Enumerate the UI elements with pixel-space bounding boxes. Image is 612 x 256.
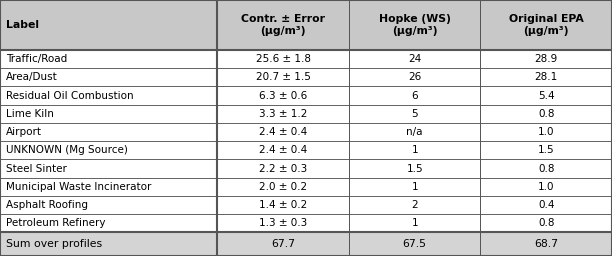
Text: 1.3 ± 0.3: 1.3 ± 0.3 bbox=[259, 218, 307, 228]
Bar bbox=[480, 105, 612, 123]
Bar bbox=[217, 159, 349, 178]
Bar bbox=[480, 159, 612, 178]
Text: 1: 1 bbox=[411, 182, 418, 192]
Text: UNKNOWN (Mg Source): UNKNOWN (Mg Source) bbox=[6, 145, 128, 155]
Text: 25.6 ± 1.8: 25.6 ± 1.8 bbox=[256, 54, 310, 64]
Text: Original EPA
(µg/m³): Original EPA (µg/m³) bbox=[509, 14, 584, 36]
Bar bbox=[0, 196, 217, 214]
Bar bbox=[349, 123, 480, 141]
Text: Traffic/Road: Traffic/Road bbox=[6, 54, 67, 64]
Text: 67.7: 67.7 bbox=[271, 239, 295, 249]
Text: 2.4 ± 0.4: 2.4 ± 0.4 bbox=[259, 145, 307, 155]
Text: 2: 2 bbox=[411, 200, 418, 210]
Text: 1.5: 1.5 bbox=[406, 164, 423, 174]
Text: 6: 6 bbox=[411, 91, 418, 101]
Bar bbox=[349, 159, 480, 178]
Bar bbox=[349, 232, 480, 256]
Text: 1: 1 bbox=[411, 218, 418, 228]
Bar bbox=[217, 141, 349, 159]
Text: 24: 24 bbox=[408, 54, 421, 64]
Bar bbox=[217, 105, 349, 123]
Text: Municipal Waste Incinerator: Municipal Waste Incinerator bbox=[6, 182, 152, 192]
Text: Lime Kiln: Lime Kiln bbox=[6, 109, 54, 119]
Text: Asphalt Roofing: Asphalt Roofing bbox=[6, 200, 88, 210]
Text: 2.4 ± 0.4: 2.4 ± 0.4 bbox=[259, 127, 307, 137]
Bar bbox=[0, 141, 217, 159]
Bar bbox=[480, 141, 612, 159]
Text: 1.4 ± 0.2: 1.4 ± 0.2 bbox=[259, 200, 307, 210]
Bar bbox=[217, 196, 349, 214]
Bar bbox=[0, 105, 217, 123]
Bar bbox=[217, 178, 349, 196]
Text: 26: 26 bbox=[408, 72, 421, 82]
Bar bbox=[217, 87, 349, 105]
Text: Contr. ± Error
(µg/m³): Contr. ± Error (µg/m³) bbox=[241, 14, 325, 36]
Bar bbox=[480, 50, 612, 68]
Text: 1: 1 bbox=[411, 145, 418, 155]
Text: 1.5: 1.5 bbox=[538, 145, 554, 155]
Bar bbox=[480, 196, 612, 214]
Text: n/a: n/a bbox=[406, 127, 423, 137]
Bar bbox=[0, 0, 217, 50]
Bar bbox=[349, 196, 480, 214]
Bar bbox=[349, 214, 480, 232]
Bar bbox=[0, 232, 217, 256]
Text: 0.8: 0.8 bbox=[538, 109, 554, 119]
Text: Hopke (WS)
(µg/m³): Hopke (WS) (µg/m³) bbox=[379, 14, 450, 36]
Bar bbox=[480, 214, 612, 232]
Text: Airport: Airport bbox=[6, 127, 42, 137]
Bar bbox=[480, 232, 612, 256]
Bar bbox=[349, 141, 480, 159]
Text: 5.4: 5.4 bbox=[538, 91, 554, 101]
Bar bbox=[349, 50, 480, 68]
Text: Petroleum Refinery: Petroleum Refinery bbox=[6, 218, 106, 228]
Text: 28.1: 28.1 bbox=[535, 72, 558, 82]
Bar bbox=[480, 0, 612, 50]
Bar bbox=[0, 68, 217, 87]
Text: 67.5: 67.5 bbox=[403, 239, 427, 249]
Text: 0.8: 0.8 bbox=[538, 164, 554, 174]
Text: 1.0: 1.0 bbox=[538, 182, 554, 192]
Text: Residual Oil Combustion: Residual Oil Combustion bbox=[6, 91, 134, 101]
Text: 0.8: 0.8 bbox=[538, 218, 554, 228]
Bar bbox=[480, 178, 612, 196]
Bar bbox=[0, 178, 217, 196]
Text: 28.9: 28.9 bbox=[535, 54, 558, 64]
Text: 5: 5 bbox=[411, 109, 418, 119]
Bar bbox=[217, 68, 349, 87]
Bar bbox=[349, 105, 480, 123]
Bar bbox=[0, 50, 217, 68]
Bar bbox=[480, 123, 612, 141]
Bar bbox=[0, 159, 217, 178]
Bar bbox=[217, 50, 349, 68]
Text: Steel Sinter: Steel Sinter bbox=[6, 164, 67, 174]
Bar bbox=[480, 87, 612, 105]
Text: Area/Dust: Area/Dust bbox=[6, 72, 58, 82]
Text: Sum over profiles: Sum over profiles bbox=[6, 239, 102, 249]
Bar bbox=[349, 0, 480, 50]
Bar bbox=[349, 68, 480, 87]
Text: 68.7: 68.7 bbox=[534, 239, 558, 249]
Bar bbox=[0, 123, 217, 141]
Text: 3.3 ± 1.2: 3.3 ± 1.2 bbox=[259, 109, 307, 119]
Bar bbox=[0, 214, 217, 232]
Text: 0.4: 0.4 bbox=[538, 200, 554, 210]
Text: 20.7 ± 1.5: 20.7 ± 1.5 bbox=[256, 72, 310, 82]
Text: Label: Label bbox=[6, 20, 39, 30]
Bar bbox=[217, 0, 349, 50]
Bar bbox=[0, 87, 217, 105]
Bar bbox=[480, 68, 612, 87]
Bar bbox=[349, 87, 480, 105]
Text: 2.2 ± 0.3: 2.2 ± 0.3 bbox=[259, 164, 307, 174]
Text: 1.0: 1.0 bbox=[538, 127, 554, 137]
Bar bbox=[217, 123, 349, 141]
Text: 2.0 ± 0.2: 2.0 ± 0.2 bbox=[259, 182, 307, 192]
Bar bbox=[349, 178, 480, 196]
Bar bbox=[217, 232, 349, 256]
Text: 6.3 ± 0.6: 6.3 ± 0.6 bbox=[259, 91, 307, 101]
Bar bbox=[217, 214, 349, 232]
